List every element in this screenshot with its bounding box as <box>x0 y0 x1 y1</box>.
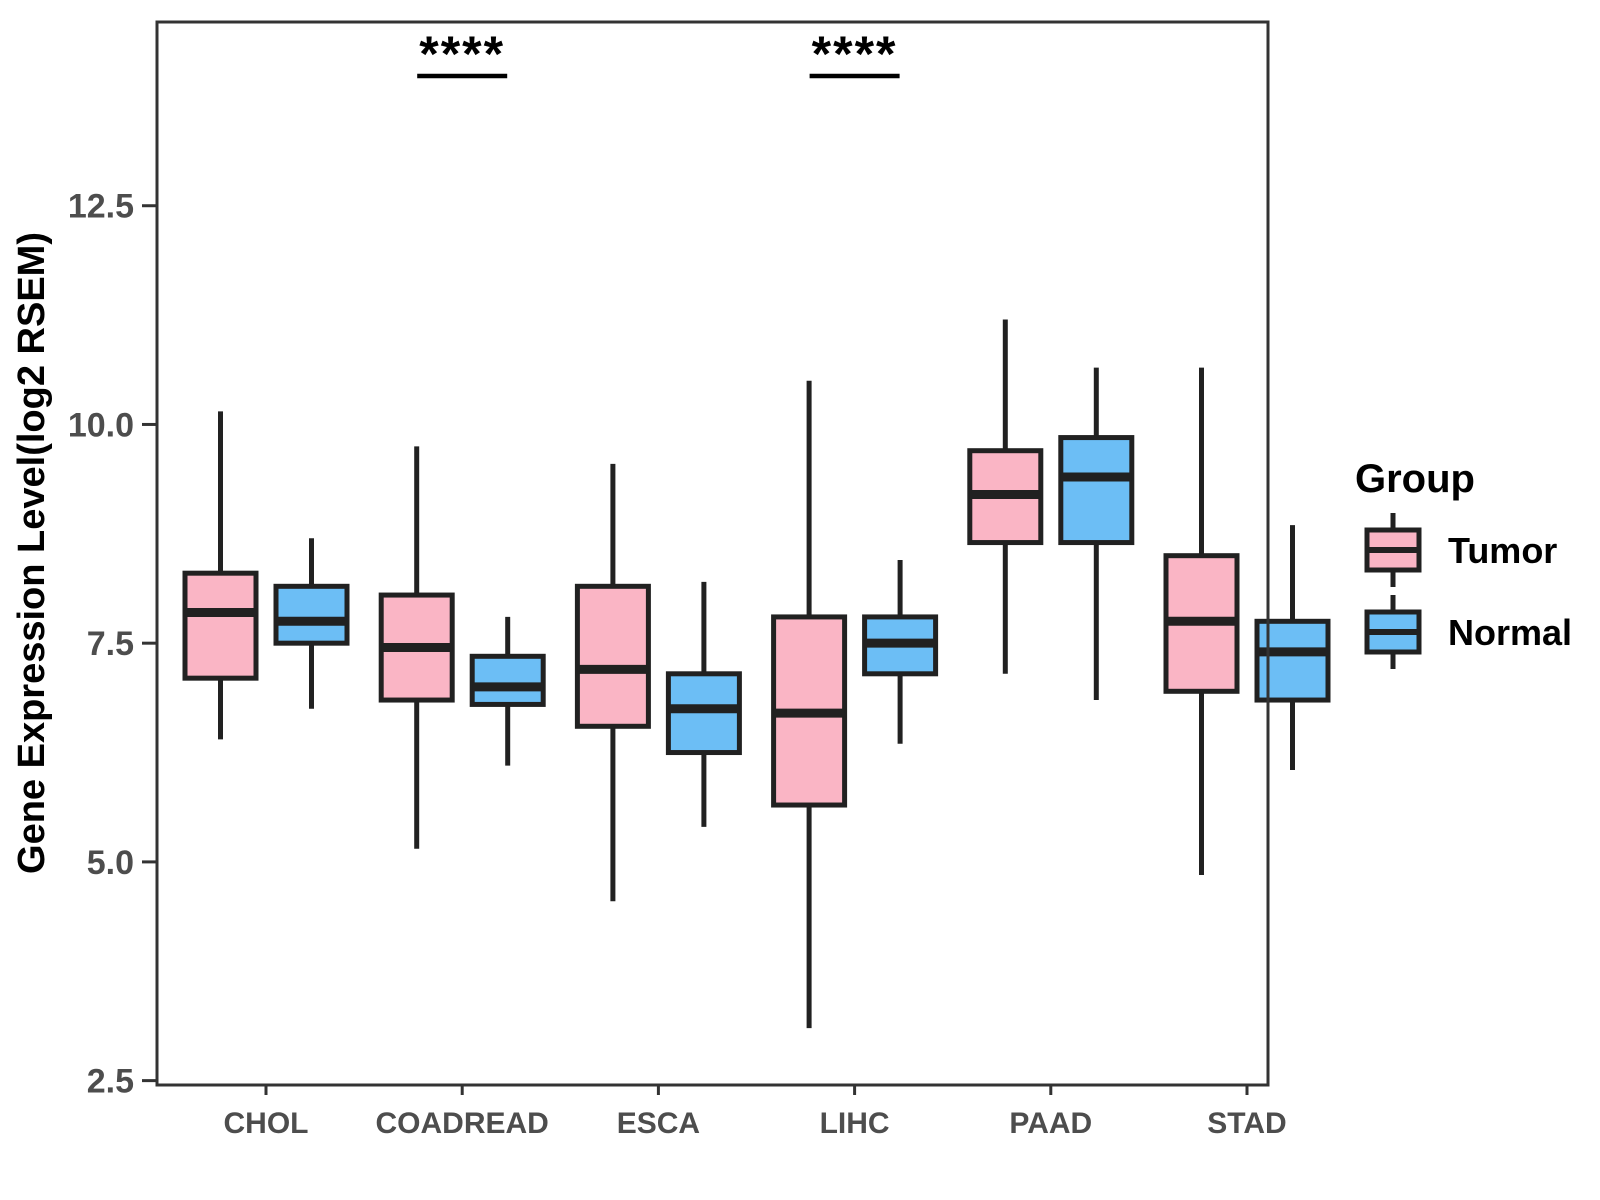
boxplot-LIHC-normal <box>862 560 939 744</box>
legend-title: Group <box>1355 457 1475 501</box>
x-tick-label-STAD: STAD <box>1207 1107 1286 1140</box>
significance-layer: **** **** <box>417 26 900 82</box>
y-tick-label-10.0: 10.0 <box>68 406 134 444</box>
boxplot-LIHC-tumor <box>771 380 848 1029</box>
x-tick-label-COADREAD: COADREAD <box>376 1107 549 1140</box>
boxplot-CHOL-tumor <box>182 411 259 740</box>
boxes-layer <box>182 319 1331 1029</box>
y-axis-title: Gene Expression Level(log2 RSEM) <box>11 232 53 874</box>
x-tick-label-PAAD: PAAD <box>1009 1107 1092 1140</box>
significance-stars: **** <box>419 26 505 82</box>
legend: Group Tumor Normal <box>1355 457 1572 669</box>
boxplot-STAD-tumor <box>1163 367 1240 876</box>
y-tick-label-7.5: 7.5 <box>87 625 134 663</box>
iqr-box <box>574 583 651 729</box>
axes-layer: 2.5 5.0 7.5 10.0 12.5 CHOL COADREAD ESCA LIHC PAA… <box>68 188 1287 1140</box>
boxplot-ESCA-tumor <box>574 463 651 902</box>
boxplot-PAAD-normal <box>1058 367 1135 701</box>
significance-stars: **** <box>812 26 898 82</box>
boxplot-ESCA-normal <box>665 581 742 827</box>
iqr-box <box>273 583 350 646</box>
plot-panel-border <box>155 20 1270 1087</box>
y-tick-label-2.5: 2.5 <box>87 1063 134 1101</box>
x-tick-label-LIHC: LIHC <box>820 1107 890 1140</box>
y-tick-label-12.5: 12.5 <box>68 188 134 226</box>
boxplot-COADREAD-tumor <box>378 446 455 849</box>
x-tick-label-ESCA: ESCA <box>617 1107 700 1140</box>
boxplot-COADREAD-normal <box>469 616 546 766</box>
significance-LIHC: **** <box>809 26 900 82</box>
iqr-box <box>1058 435 1135 546</box>
boxplot-PAAD-tumor <box>967 319 1044 674</box>
legend-key-normal: Normal <box>1364 595 1572 669</box>
x-tick-label-CHOL: CHOL <box>224 1107 309 1140</box>
iqr-box <box>182 570 259 681</box>
iqr-box <box>469 653 546 707</box>
legend-key-tumor: Tumor <box>1364 513 1557 587</box>
significance-COADREAD: **** <box>417 26 508 82</box>
legend-label-normal: Normal <box>1448 612 1572 653</box>
boxplot-CHOL-normal <box>273 538 350 709</box>
legend-label-tumor: Tumor <box>1448 530 1557 571</box>
y-tick-label-5.0: 5.0 <box>87 844 134 882</box>
